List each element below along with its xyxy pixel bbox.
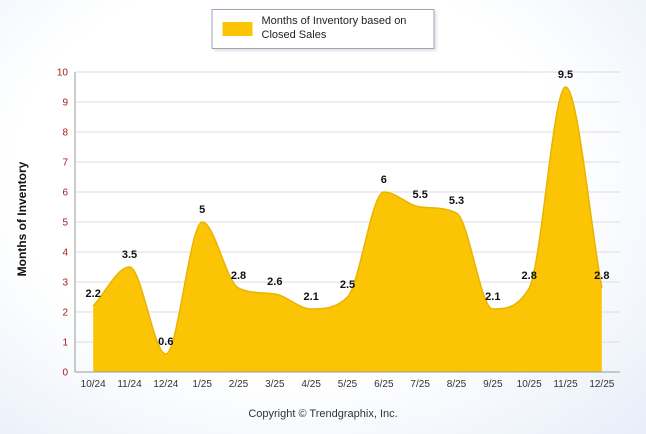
legend-swatch-icon [222, 21, 253, 36]
svg-text:3.5: 3.5 [122, 249, 137, 261]
svg-text:5: 5 [62, 218, 68, 229]
svg-text:11/24: 11/24 [117, 379, 142, 390]
area-fill [93, 87, 602, 372]
svg-text:2: 2 [62, 308, 68, 319]
data-labels: 2.2 3.5 0.6 5 2.8 2.6 2.1 2.5 6 5.5 5.3 2.1 2.8 9.5 2.… [86, 69, 610, 348]
svg-text:6/25: 6/25 [374, 379, 394, 390]
svg-text:4/25: 4/25 [301, 379, 321, 390]
svg-text:10: 10 [57, 68, 69, 79]
svg-text:2/25: 2/25 [229, 379, 249, 390]
svg-text:12/24: 12/24 [153, 379, 178, 390]
svg-text:2.1: 2.1 [485, 291, 500, 303]
svg-text:2.8: 2.8 [594, 270, 609, 282]
svg-text:7: 7 [62, 158, 68, 169]
svg-text:7/25: 7/25 [410, 379, 430, 390]
copyright-text: Copyright © Trendgraphix, Inc. [248, 408, 398, 420]
svg-text:8: 8 [62, 128, 68, 139]
svg-text:5: 5 [199, 204, 205, 216]
legend: Months of Inventory based on Closed Sale… [211, 9, 435, 49]
svg-text:2.2: 2.2 [86, 288, 101, 300]
svg-text:2.6: 2.6 [267, 276, 282, 288]
svg-text:2.8: 2.8 [231, 270, 246, 282]
svg-text:5/25: 5/25 [338, 379, 358, 390]
svg-text:4: 4 [62, 248, 68, 259]
y-axis-title: Months of Inventory [15, 161, 29, 277]
svg-text:9.5: 9.5 [558, 69, 573, 81]
svg-text:5.5: 5.5 [413, 189, 428, 201]
svg-text:6: 6 [381, 174, 387, 186]
svg-text:10/25: 10/25 [517, 379, 542, 390]
svg-text:9: 9 [62, 98, 68, 109]
svg-text:1: 1 [62, 338, 68, 349]
svg-text:6: 6 [62, 188, 68, 199]
svg-text:0: 0 [62, 368, 68, 379]
gridlines [75, 71, 620, 343]
svg-text:2.1: 2.1 [304, 291, 319, 303]
svg-text:3: 3 [62, 278, 68, 289]
svg-text:2.8: 2.8 [522, 270, 537, 282]
axes [74, 72, 620, 373]
x-tick-labels: 10/24 11/24 12/24 1/25 2/25 3/25 4/25 5/25 6/25 7… [81, 379, 615, 390]
svg-text:12/25: 12/25 [589, 379, 614, 390]
svg-text:1/25: 1/25 [192, 379, 212, 390]
svg-text:10/24: 10/24 [81, 379, 106, 390]
y-tick-labels: 0 1 2 3 4 5 6 7 8 9 10 [57, 68, 69, 379]
area-line [92, 86, 603, 355]
svg-text:2.5: 2.5 [340, 279, 355, 291]
svg-text:0.6: 0.6 [158, 336, 173, 348]
svg-text:5.3: 5.3 [449, 195, 464, 207]
svg-text:8/25: 8/25 [447, 379, 467, 390]
svg-text:9/25: 9/25 [483, 379, 503, 390]
svg-text:11/25: 11/25 [553, 379, 578, 390]
svg-text:3/25: 3/25 [265, 379, 285, 390]
legend-label: Months of Inventory based on Closed Sale… [261, 15, 407, 41]
